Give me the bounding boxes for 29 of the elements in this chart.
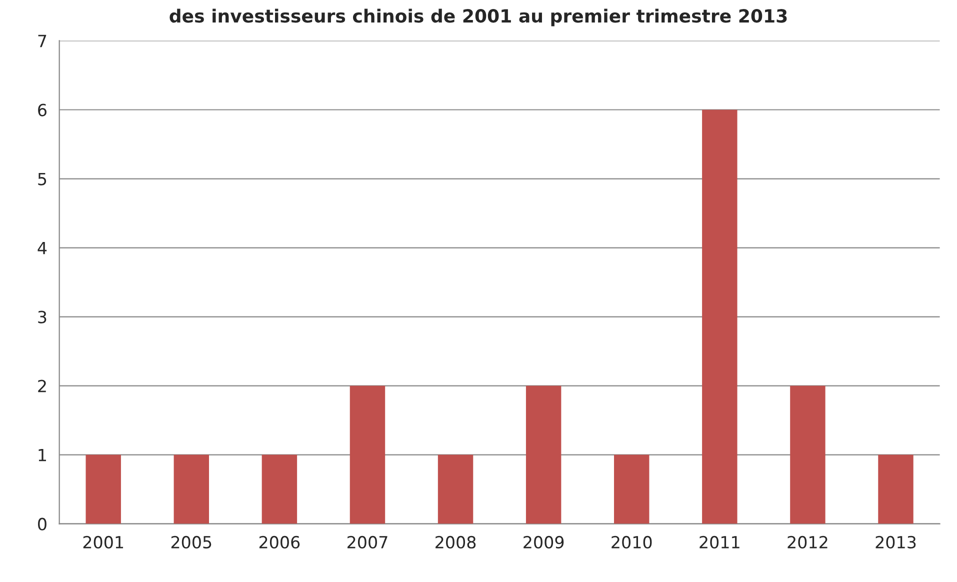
- y-tick-label: 2: [38, 380, 46, 392]
- y-tick-label: 5: [38, 172, 46, 186]
- x-tick-label: 2001: [83, 536, 124, 549]
- x-tick-label: 2007: [348, 536, 388, 549]
- bar: [438, 454, 474, 524]
- y-tick-label: 3: [38, 310, 46, 324]
- bar: [614, 454, 650, 524]
- x-tick-label: 2012: [788, 536, 828, 549]
- y-tick-label: 6: [38, 104, 46, 116]
- x-tick-label: 2008: [436, 536, 476, 549]
- bar: [790, 386, 826, 524]
- bar: [174, 454, 210, 524]
- y-tick-label: 1: [38, 448, 46, 462]
- bar: [350, 386, 386, 524]
- bar: [86, 454, 121, 524]
- x-tick-label: 2009: [524, 536, 564, 549]
- chart-title: des investisseurs chinois de 2001 au premier trimestre 2013: [170, 8, 787, 26]
- bar: [878, 454, 914, 524]
- bar: [526, 386, 562, 524]
- bar: [702, 110, 738, 524]
- y-tick-label: 4: [38, 242, 47, 254]
- y-tick-label: 7: [38, 34, 46, 48]
- x-tick-label: 2005: [171, 536, 212, 549]
- x-tick-label: 2011: [700, 536, 740, 549]
- x-tick-label: 2006: [259, 536, 300, 549]
- x-tick-label: 2013: [876, 536, 916, 549]
- y-tick-label: 0: [38, 518, 46, 530]
- bar: [262, 454, 298, 524]
- x-tick-label: 2010: [612, 536, 652, 549]
